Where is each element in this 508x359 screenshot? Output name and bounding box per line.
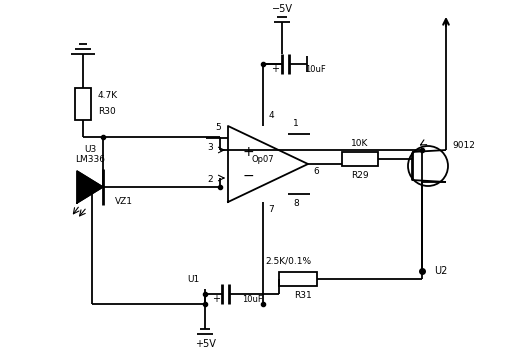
Text: 7: 7 [268,205,274,214]
Text: 1: 1 [293,120,299,129]
Text: LM336: LM336 [75,154,105,163]
Text: 2.5K/0.1%: 2.5K/0.1% [265,256,311,266]
Text: −: − [242,169,254,183]
Text: R31: R31 [294,290,312,299]
Text: +: + [212,294,220,304]
Bar [342,152,378,166]
Bar [279,272,317,286]
Text: −5V: −5V [271,4,293,14]
Text: U1: U1 [188,275,200,284]
Text: 10uF: 10uF [242,295,263,304]
Text: R30: R30 [98,107,116,117]
Text: 5: 5 [215,123,221,132]
Text: +5V: +5V [195,339,215,349]
Text: 2: 2 [207,176,213,185]
Text: 6: 6 [313,168,319,177]
Text: 4: 4 [268,112,274,121]
Bar [75,88,91,120]
Text: 3: 3 [207,144,213,153]
Text: VZ1: VZ1 [115,196,133,205]
Polygon shape [77,171,103,203]
Text: 10K: 10K [352,139,369,148]
Text: 4.7K: 4.7K [98,92,118,101]
Text: U2: U2 [434,266,448,276]
Text: 10uF: 10uF [305,65,326,74]
Text: +: + [271,64,279,74]
Text: Op07: Op07 [251,154,274,163]
Text: 9012: 9012 [452,141,475,150]
Text: R29: R29 [351,171,369,180]
Text: U3: U3 [84,145,96,154]
Text: 8: 8 [293,200,299,209]
Text: +: + [242,145,254,159]
